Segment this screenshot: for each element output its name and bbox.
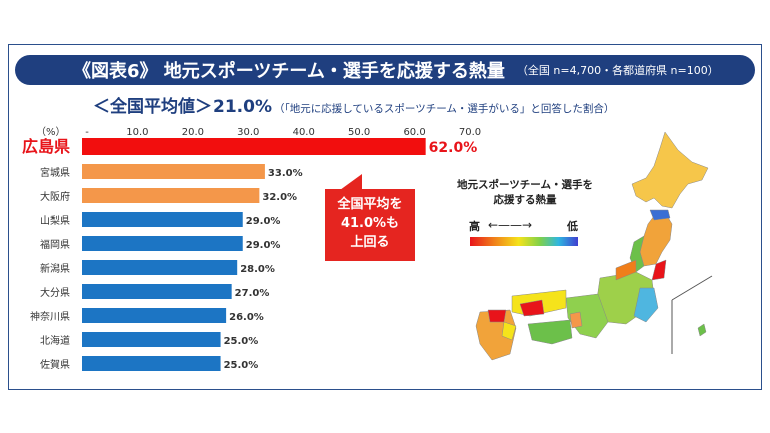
legend-title: 地元スポーツチーム・選手を 応援する熱量 bbox=[457, 179, 593, 206]
category-label: 山梨県 bbox=[40, 214, 70, 227]
chart-title: 《図表6》 地元スポーツチーム・選手を応援する熱量 bbox=[73, 61, 505, 82]
value-label: 26.0% bbox=[229, 312, 264, 323]
map-okinawa-frame bbox=[671, 275, 713, 354]
legend-arrow-icon: ←——→ bbox=[488, 218, 533, 232]
map-hokkaido bbox=[631, 131, 709, 209]
bar bbox=[82, 236, 243, 251]
legend-low-label: 低 bbox=[567, 220, 578, 233]
callout-line-3: 上回る bbox=[350, 235, 390, 250]
value-label: 29.0% bbox=[246, 240, 281, 251]
map-okinawa bbox=[697, 323, 707, 337]
category-label: 福岡県 bbox=[40, 238, 70, 251]
category-label: 佐賀県 bbox=[40, 359, 70, 371]
map-shikoku bbox=[527, 319, 573, 345]
bar bbox=[82, 332, 221, 347]
category-label: 神奈川県 bbox=[30, 310, 70, 323]
map-miyagi bbox=[651, 259, 667, 281]
legend-high-label: 高 bbox=[469, 220, 480, 233]
category-label: 新潟県 bbox=[40, 262, 70, 275]
value-label: 62.0% bbox=[429, 140, 478, 156]
x-tick-label: 60.0 bbox=[403, 127, 425, 138]
x-tick-label: 20.0 bbox=[182, 127, 204, 138]
japan-heat-map bbox=[475, 131, 713, 361]
bar bbox=[82, 138, 426, 155]
category-label: 大阪府 bbox=[40, 190, 70, 203]
value-label: 25.0% bbox=[224, 336, 259, 347]
x-tick-label: 30.0 bbox=[237, 127, 259, 138]
x-tick-label: 50.0 bbox=[348, 127, 370, 138]
value-label: 28.0% bbox=[240, 264, 275, 275]
map-hiroshima bbox=[519, 299, 545, 317]
bar bbox=[82, 260, 238, 275]
value-label: 32.0% bbox=[262, 192, 297, 203]
callout-box: 全国平均を 41.0%も 上回る bbox=[325, 189, 415, 261]
map-oita bbox=[501, 321, 517, 341]
value-label: 29.0% bbox=[246, 216, 281, 227]
national-average-note: （「地元に応援しているスポーツチーム・選手がいる」と回答した割合） bbox=[273, 103, 615, 115]
legend-color-scale bbox=[470, 237, 578, 246]
bar bbox=[82, 212, 243, 227]
chart-sample-size: （全国 n=4,700・各都道府県 n=100） bbox=[516, 64, 719, 77]
category-label: 大分県 bbox=[40, 286, 70, 299]
national-average-value: 21.0% bbox=[213, 97, 272, 117]
x-tick-label: 40.0 bbox=[293, 127, 315, 138]
category-label: 広島県 bbox=[22, 137, 70, 156]
bar bbox=[82, 164, 265, 179]
x-tick-label: 10.0 bbox=[126, 127, 148, 138]
value-label: 25.0% bbox=[224, 360, 259, 371]
callout-line-1: 全国平均を bbox=[337, 197, 403, 212]
map-osaka bbox=[569, 311, 583, 329]
unit-label: （%） bbox=[36, 126, 66, 138]
category-label: 北海道 bbox=[40, 334, 70, 347]
bar bbox=[82, 188, 260, 203]
value-label: 33.0% bbox=[268, 168, 303, 179]
bar bbox=[82, 284, 232, 299]
map-fukuoka bbox=[487, 309, 507, 323]
map-kanto bbox=[633, 287, 659, 323]
map-tohoku bbox=[639, 213, 673, 267]
bar bbox=[82, 308, 227, 323]
title-band: 《図表6》 地元スポーツチーム・選手を応援する熱量 （全国 n=4,700・各都… bbox=[15, 55, 755, 85]
callout-line-2: 41.0%も bbox=[340, 216, 400, 231]
x-tick-label: 70.0 bbox=[459, 127, 481, 138]
x-tick-label: - bbox=[85, 127, 89, 138]
map-aomori bbox=[649, 209, 671, 221]
national-average-label: ＜全国平均値＞ bbox=[93, 97, 212, 117]
category-label: 宮城県 bbox=[40, 166, 70, 179]
bar bbox=[82, 356, 221, 371]
map-niigata bbox=[615, 259, 637, 281]
chart-subtitle: ＜全国平均値＞ 21.0% （「地元に応援しているスポーツチーム・選手がいる」と… bbox=[93, 92, 753, 117]
callout-tail bbox=[340, 174, 362, 190]
value-label: 27.0% bbox=[235, 288, 270, 299]
